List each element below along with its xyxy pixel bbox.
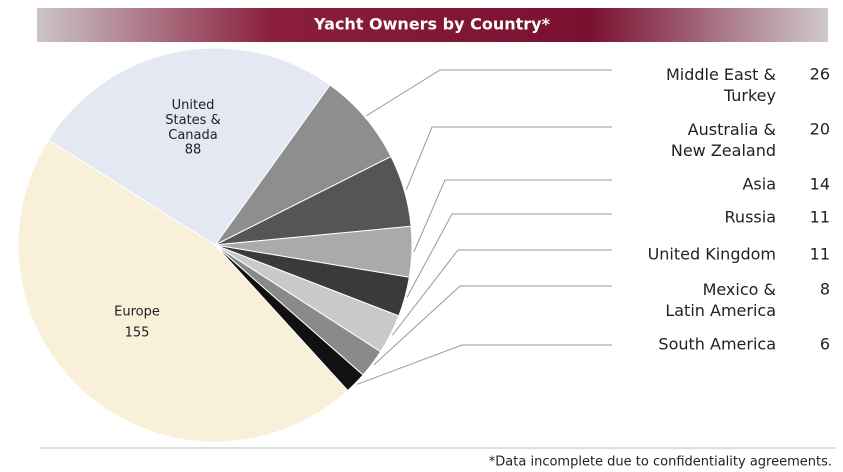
title-bar xyxy=(37,8,828,42)
slice-label: United States & Canada xyxy=(165,98,220,143)
chart-title: Yacht Owners by Country* xyxy=(313,15,551,34)
value-label: 26 xyxy=(810,65,830,84)
leader-line xyxy=(406,213,612,298)
category-label: South America xyxy=(658,335,776,354)
value-label: 20 xyxy=(810,120,830,139)
leader-line xyxy=(405,126,612,191)
leader-line xyxy=(413,179,612,253)
value-label: 14 xyxy=(810,175,830,194)
category-label: Middle East & Turkey xyxy=(666,65,776,105)
category-label: Mexico & Latin America xyxy=(665,280,776,320)
leader-line xyxy=(366,69,612,117)
pie-slice xyxy=(214,84,392,246)
category-label: Australia & New Zealand xyxy=(671,120,776,160)
slice-value: 88 xyxy=(185,143,202,158)
slice-label: Europe xyxy=(114,305,160,320)
leader-line xyxy=(392,249,612,336)
leader-line xyxy=(356,344,612,385)
category-label: Russia xyxy=(725,208,776,227)
category-label: United Kingdom xyxy=(648,245,776,264)
pie-slice xyxy=(47,47,331,246)
value-label: 6 xyxy=(820,335,830,354)
slice-value: 155 xyxy=(125,326,150,341)
footnote: *Data incomplete due to confidentiality … xyxy=(489,455,832,470)
value-label: 11 xyxy=(810,208,830,227)
pie-slice xyxy=(17,139,349,443)
category-label: Asia xyxy=(742,175,776,194)
value-label: 11 xyxy=(810,245,830,264)
value-label: 8 xyxy=(820,280,830,299)
leader-line xyxy=(373,285,612,366)
